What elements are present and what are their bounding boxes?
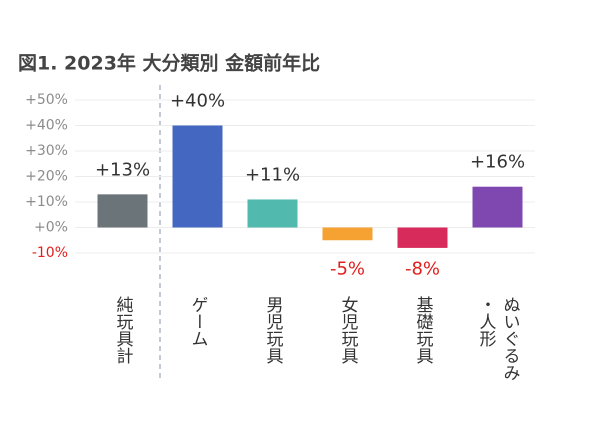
y-tick-label: +10% [25,194,68,210]
y-tick-label: +20% [25,169,68,185]
y-tick-label: -10% [32,245,68,261]
value-label: +11% [245,164,300,185]
y-tick-label: +40% [25,118,68,134]
x-tick-label: 女児玩具 [337,296,358,364]
value-label: -5% [330,259,365,280]
chart-title: 図1. 2023年 大分類別 金額前年比 [18,52,320,75]
bar [397,227,448,248]
bar [247,199,298,228]
x-tick-label: 男児玩具 [262,296,283,364]
value-label: +13% [95,159,150,180]
y-tick-label: +30% [25,143,68,159]
bar [172,125,223,228]
x-tick-label: ゲーム [187,296,208,347]
x-tick-label: 純玩具計 [112,296,133,364]
y-tick-label: +0% [34,220,68,236]
x-tick-label: ぬいぐるみ・人形 [475,296,520,381]
bar [322,227,373,241]
bar [472,186,523,228]
y-tick-label: +50% [25,92,68,108]
x-tick-label: 基礎玩具 [412,296,433,364]
value-label: +16% [470,152,525,173]
bar [97,194,148,228]
value-label: -8% [405,259,440,280]
value-label: +40% [170,91,225,112]
